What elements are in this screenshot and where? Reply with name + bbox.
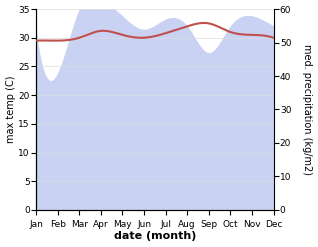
Y-axis label: max temp (C): max temp (C)	[5, 76, 16, 143]
X-axis label: date (month): date (month)	[114, 231, 196, 242]
Y-axis label: med. precipitation (kg/m2): med. precipitation (kg/m2)	[302, 44, 313, 175]
